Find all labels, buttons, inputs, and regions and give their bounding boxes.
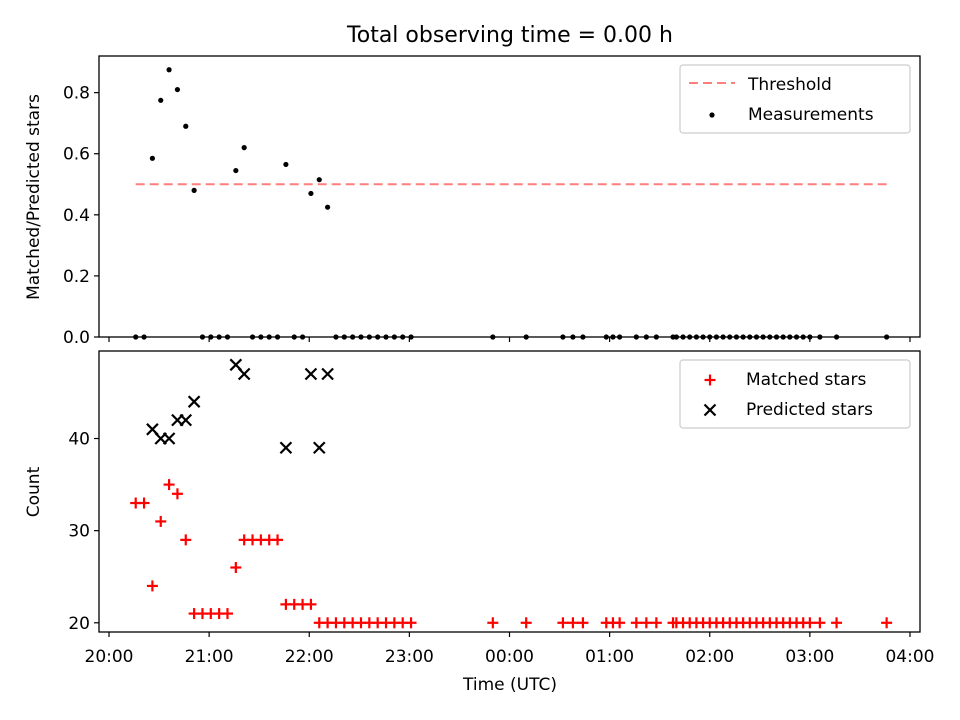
bottom-x-tick-label: 01:00 bbox=[585, 647, 634, 667]
chart-title: Total observing time = 0.00 h bbox=[346, 23, 673, 48]
bottom-plot-frame bbox=[98, 350, 921, 633]
legend-predicted-marker bbox=[703, 403, 717, 417]
measurement-point bbox=[191, 187, 197, 193]
matched-star-point bbox=[171, 488, 183, 500]
bottom-legend-box bbox=[679, 359, 911, 429]
marker-stroke bbox=[279, 441, 293, 455]
measurement-point bbox=[158, 97, 164, 103]
matched-star-point bbox=[630, 617, 642, 629]
predicted-star-point bbox=[279, 441, 293, 455]
legend-measurements-swatch bbox=[709, 112, 715, 118]
measurement-point bbox=[174, 86, 181, 93]
bottom-x-tick-label: 02:00 bbox=[685, 647, 734, 667]
measurement-point bbox=[166, 67, 172, 73]
bottom-legend: Matched stars Predicted stars bbox=[679, 359, 911, 429]
matched-star-point bbox=[557, 617, 569, 629]
marker-stroke bbox=[179, 413, 193, 427]
matched-star-point bbox=[614, 617, 626, 629]
marker-stroke bbox=[312, 441, 326, 455]
marker-stroke bbox=[703, 403, 717, 417]
bottom-x-tick-label: 22:00 bbox=[285, 647, 334, 667]
matched-star-point bbox=[567, 617, 579, 629]
bottom-y-ticks: 20 30 40 bbox=[68, 430, 99, 634]
predicted-star-point bbox=[179, 413, 193, 427]
top-y-tick-label: 0.4 bbox=[63, 206, 90, 226]
matched-star-point bbox=[146, 580, 158, 592]
matched-star-point bbox=[163, 479, 175, 491]
bottom-x-tick-label: 23:00 bbox=[385, 647, 434, 667]
top-y-ticks: 0.0 0.2 0.4 0.6 0.8 bbox=[63, 84, 99, 348]
matched-star-point bbox=[305, 598, 317, 610]
matched-star-point bbox=[520, 617, 532, 629]
matched-star-point bbox=[831, 617, 843, 629]
measurement-point bbox=[241, 145, 247, 151]
matched-star-point bbox=[640, 617, 652, 629]
legend-predicted-swatch bbox=[703, 403, 717, 417]
bottom-x-axis-label: Time (UTC) bbox=[462, 675, 557, 695]
predicted-star-point bbox=[321, 367, 334, 381]
measurement-point bbox=[325, 204, 331, 210]
legend-measurements-label: Measurements bbox=[748, 105, 874, 125]
measurement-point bbox=[316, 177, 322, 183]
legend-matched-marker bbox=[704, 374, 716, 386]
measurement-point bbox=[149, 155, 155, 161]
matched-star-point bbox=[221, 608, 233, 620]
top-y-tick-label: 0.6 bbox=[63, 145, 90, 165]
marker-stroke bbox=[229, 358, 243, 372]
legend-matched-label: Matched stars bbox=[746, 370, 866, 390]
legend-threshold-label: Threshold bbox=[747, 75, 832, 95]
top-y-tick-label: 0.2 bbox=[63, 267, 90, 287]
predicted-stars-points bbox=[146, 358, 334, 455]
predicted-star-point bbox=[237, 367, 251, 381]
legend-predicted-label: Predicted stars bbox=[746, 400, 873, 420]
matched-star-point bbox=[155, 515, 167, 527]
bottom-x-tick-label: 04:00 bbox=[885, 647, 934, 667]
legend-matched-swatch bbox=[704, 374, 716, 386]
top-legend-box bbox=[679, 64, 911, 134]
marker-stroke bbox=[237, 367, 251, 381]
top-y-tick-label: 0.0 bbox=[63, 328, 90, 348]
top-panel: Total observing time = 0.00 h Matched/Pr… bbox=[24, 23, 921, 348]
measurement-point bbox=[283, 161, 289, 168]
bottom-x-ticks: 20:00 21:00 22:00 23:00 00:00 01:00 02:00 03:00… bbox=[85, 632, 934, 667]
top-plot-frame bbox=[98, 55, 921, 338]
matched-stars-points bbox=[130, 479, 893, 629]
matched-star-point bbox=[814, 617, 826, 629]
bottom-y-tick-label: 20 bbox=[68, 614, 90, 634]
bottom-x-tick-label: 03:00 bbox=[785, 647, 834, 667]
top-y-axis-label: Matched/Predicted stars bbox=[24, 94, 44, 300]
matched-star-point bbox=[577, 617, 589, 629]
matched-star-point bbox=[138, 497, 150, 509]
bottom-y-axis-label: Count bbox=[24, 466, 44, 517]
top-legend: Threshold Measurements bbox=[679, 64, 911, 134]
measurement-point bbox=[308, 190, 314, 197]
matched-star-point bbox=[650, 617, 662, 629]
marker-stroke bbox=[146, 423, 159, 436]
predicted-star-point bbox=[312, 441, 326, 455]
marker-stroke bbox=[187, 395, 201, 408]
marker-stroke bbox=[321, 367, 334, 381]
marker-stroke bbox=[304, 367, 318, 381]
bottom-x-tick-label: 21:00 bbox=[185, 647, 234, 667]
predicted-star-point bbox=[304, 367, 318, 381]
bottom-x-tick-label: 00:00 bbox=[485, 647, 534, 667]
matched-star-point bbox=[272, 534, 284, 546]
bottom-y-tick-label: 30 bbox=[68, 522, 90, 542]
matched-star-point bbox=[881, 617, 893, 629]
top-y-tick-label: 0.8 bbox=[63, 84, 90, 104]
matched-star-point bbox=[487, 617, 499, 629]
measurement-point bbox=[233, 167, 239, 174]
matched-star-point bbox=[230, 562, 242, 574]
matched-star-point bbox=[180, 534, 192, 546]
predicted-star-point bbox=[187, 395, 201, 408]
predicted-star-point bbox=[162, 432, 176, 445]
marker-stroke bbox=[162, 432, 176, 445]
matched-star-point bbox=[405, 617, 417, 629]
bottom-y-tick-label: 40 bbox=[68, 430, 90, 450]
matched-star-point bbox=[804, 617, 816, 629]
measurement-point bbox=[183, 123, 189, 129]
bottom-x-tick-label: 20:00 bbox=[85, 647, 134, 667]
